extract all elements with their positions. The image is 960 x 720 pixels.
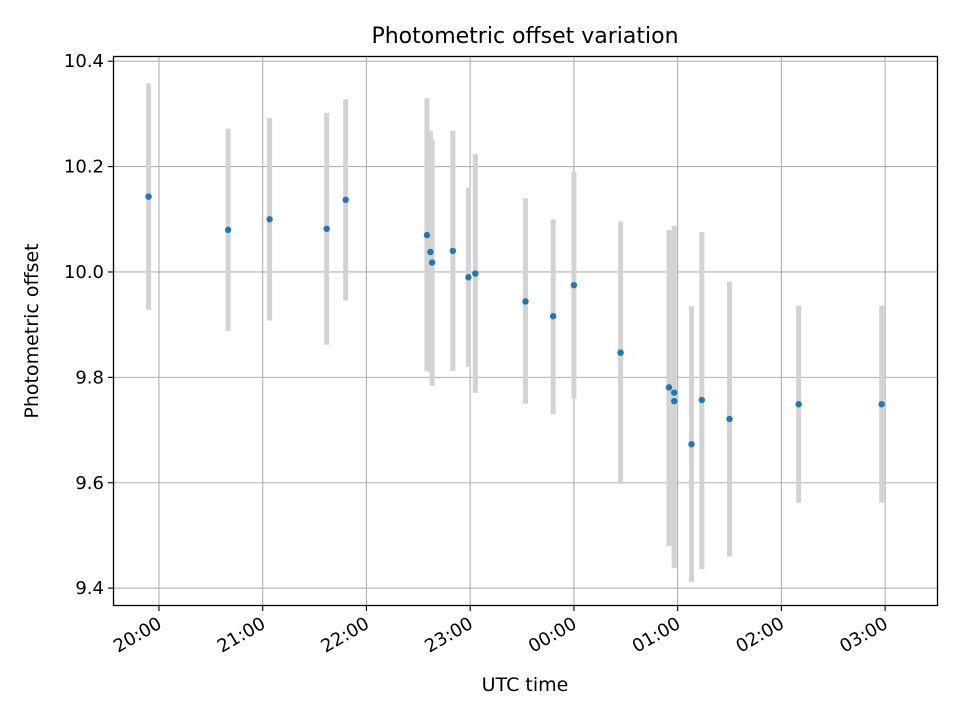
- chart-title: Photometric offset variation: [371, 24, 678, 49]
- data-point: [522, 298, 529, 305]
- y-tick-label: 9.6: [75, 473, 104, 494]
- x-axis-title: UTC time: [482, 674, 569, 696]
- y-tick-label: 10.4: [64, 51, 104, 72]
- data-point: [617, 349, 624, 356]
- y-tick-label: 10.0: [64, 262, 104, 283]
- data-point: [670, 397, 678, 405]
- data-points: [145, 193, 885, 448]
- data-point: [342, 196, 349, 203]
- data-point: [224, 226, 232, 234]
- y-axis-title: Photometric offset: [21, 243, 43, 418]
- data-point: [670, 389, 678, 396]
- y-tick-label: 10.2: [64, 157, 104, 178]
- data-point: [266, 216, 273, 223]
- data-point: [795, 401, 802, 408]
- data-point: [665, 384, 673, 391]
- data-point: [449, 247, 457, 255]
- data-point: [570, 281, 578, 289]
- data-point: [428, 259, 436, 266]
- data-point: [472, 270, 479, 277]
- data-point: [323, 225, 330, 232]
- data-point: [726, 415, 733, 423]
- y-tick-label: 9.8: [75, 367, 104, 388]
- data-point: [878, 401, 885, 408]
- data-point: [688, 441, 695, 448]
- y-tick-label: 9.4: [75, 578, 104, 599]
- data-point: [698, 396, 706, 404]
- data-point: [465, 274, 472, 281]
- data-point: [423, 231, 431, 239]
- plot-frame: [112, 55, 939, 607]
- data-point: [145, 193, 152, 200]
- data-point: [427, 248, 434, 256]
- data-point: [549, 313, 557, 320]
- y-axis-ticks: 9.4 9.6 9.8 10.0 10.2 10.4: [64, 51, 114, 599]
